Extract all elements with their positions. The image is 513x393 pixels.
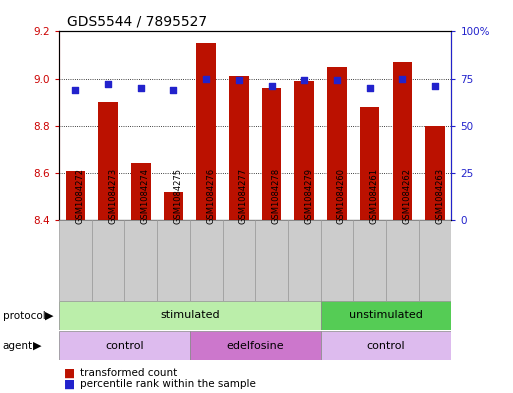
- Text: unstimulated: unstimulated: [349, 310, 423, 320]
- Text: GSM1084274: GSM1084274: [141, 168, 150, 224]
- Text: GSM1084278: GSM1084278: [271, 168, 281, 224]
- Text: ■: ■: [64, 367, 75, 380]
- Bar: [131, 163, 150, 220]
- Bar: [98, 102, 118, 220]
- Point: [366, 85, 374, 91]
- Text: GSM1084275: GSM1084275: [173, 168, 183, 224]
- Bar: [321, 301, 451, 330]
- Bar: [66, 171, 85, 220]
- Bar: [164, 192, 183, 220]
- Bar: [59, 220, 92, 301]
- Text: GSM1084273: GSM1084273: [108, 168, 117, 224]
- Text: stimulated: stimulated: [160, 310, 220, 320]
- Bar: [262, 88, 281, 220]
- Point: [169, 87, 177, 93]
- Text: protocol: protocol: [3, 310, 45, 321]
- Point: [431, 83, 439, 89]
- Text: GSM1084262: GSM1084262: [402, 168, 411, 224]
- Bar: [59, 301, 321, 330]
- Point: [300, 77, 308, 84]
- Text: control: control: [367, 341, 405, 351]
- Bar: [59, 331, 190, 360]
- Point: [267, 83, 275, 89]
- Text: percentile rank within the sample: percentile rank within the sample: [80, 379, 255, 389]
- Point: [333, 77, 341, 84]
- Bar: [92, 220, 125, 301]
- Bar: [229, 76, 249, 220]
- Bar: [321, 220, 353, 301]
- Bar: [392, 62, 412, 220]
- Text: GSM1084272: GSM1084272: [75, 168, 84, 224]
- Point: [71, 87, 80, 93]
- Text: GSM1084263: GSM1084263: [435, 168, 444, 224]
- Text: ▶: ▶: [33, 341, 42, 351]
- Bar: [425, 126, 445, 220]
- Text: agent: agent: [3, 341, 33, 351]
- Text: transformed count: transformed count: [80, 368, 177, 378]
- Text: GSM1084261: GSM1084261: [370, 168, 379, 224]
- Point: [136, 85, 145, 91]
- Bar: [360, 107, 380, 220]
- Text: control: control: [105, 341, 144, 351]
- Text: ■: ■: [64, 378, 75, 391]
- Point: [398, 75, 406, 82]
- Point: [202, 75, 210, 82]
- Text: GDS5544 / 7895527: GDS5544 / 7895527: [67, 15, 207, 29]
- Point: [104, 81, 112, 87]
- Bar: [196, 43, 216, 220]
- Bar: [157, 220, 190, 301]
- Bar: [321, 331, 451, 360]
- Bar: [353, 220, 386, 301]
- Bar: [223, 220, 255, 301]
- Text: GSM1084279: GSM1084279: [304, 168, 313, 224]
- Text: GSM1084277: GSM1084277: [239, 168, 248, 224]
- Bar: [419, 220, 451, 301]
- Bar: [327, 67, 347, 220]
- Text: ▶: ▶: [45, 310, 53, 321]
- Bar: [190, 220, 223, 301]
- Text: GSM1084260: GSM1084260: [337, 168, 346, 224]
- Bar: [294, 81, 314, 220]
- Bar: [288, 220, 321, 301]
- Bar: [255, 220, 288, 301]
- Bar: [190, 331, 321, 360]
- Text: GSM1084276: GSM1084276: [206, 168, 215, 224]
- Point: [235, 77, 243, 84]
- Bar: [124, 220, 157, 301]
- Text: edelfosine: edelfosine: [226, 341, 284, 351]
- Bar: [386, 220, 419, 301]
